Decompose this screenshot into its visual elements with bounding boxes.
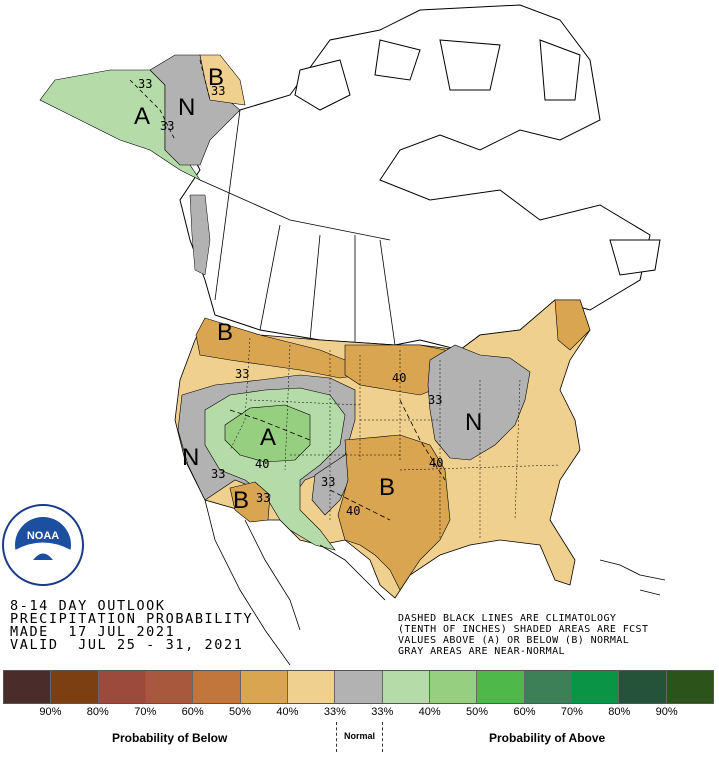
southern-plains-below-40-area [337,434,451,591]
legend-tick: 33% [371,706,394,718]
canada-outline [179,4,661,351]
alaska-normal-area [149,54,241,166]
legend-swatch [666,671,713,703]
valid-dates: VALID JUL 25 - 31, 2021 [10,637,244,653]
midwest-below-40-area [344,344,446,396]
contour-label: 33 [235,367,249,381]
socal-below-letter: B [233,487,249,514]
legend-swatch [335,671,383,703]
mexico-outline [204,499,666,666]
above-caption: Probability of Above [489,731,606,745]
legend-swatch [193,671,241,703]
great-lakes-normal-letter: N [465,409,482,436]
legend-swatch [429,671,478,703]
contour-labels: 33 33 33 33 33 33 40 40 40 40 33 33 [138,77,443,518]
california-normal-letter: N [182,444,199,471]
legend-tick: 90% [655,706,678,718]
legend-swatch [98,671,146,703]
outlook-header: 8-14 DAY OUTLOOK PRECIPITATION PROBABILI… [10,598,254,653]
legend-swatch [571,671,620,703]
state-lines [229,337,561,540]
legend-tick: 33% [323,706,346,718]
socal-below-area [229,481,271,523]
contour-label: 33 [211,467,225,481]
legend-swatch [619,671,667,703]
legend-tick: 50% [229,706,252,718]
northwest-below-letter: B [217,319,233,346]
alaska-climatology-line [129,59,211,141]
legend-swatch [145,671,194,703]
legend-ticks: 90% 80% 70% 60% 50% 40% 33% 33% 40% 50% … [3,706,714,718]
normal-divider-right [382,722,383,752]
contour-label: 33 [428,393,442,407]
legend-tick: 80% [608,706,631,718]
legend-tick: 80% [86,706,109,718]
contour-label: 40 [255,457,269,471]
legend-tick: 60% [513,706,536,718]
alaska-below-letter: B [208,64,224,91]
note-line: GRAY AREAS ARE NEAR-NORMAL [398,646,565,657]
made-date: MADE 17 JUL 2021 [10,624,176,640]
normal-caption: Normal [344,731,376,741]
precipitation-outlook-map: A N B B A N B B N 33 33 33 33 33 33 40 4… [2,4,666,666]
alaska [39,54,246,181]
noaa-logo-text: NOAA [27,530,59,542]
alaska-above-letter: A [134,103,150,130]
legend-tick: 60% [181,706,204,718]
note-line: VALUES ABOVE (A) OR BELOW (B) NORMAL [398,635,630,646]
noaa-logo: NOAA [2,504,84,586]
legend-tick: 90% [39,706,62,718]
legend-swatch [287,671,336,703]
legend-tick: 70% [134,706,157,718]
contour-label: 33 [138,77,152,91]
legend-tick: 40% [276,706,299,718]
legend-swatch [51,671,99,703]
contour-label: 40 [429,456,443,470]
note-line: (TENTH OF INCHES) SHADED AREAS ARE FCST [398,624,649,635]
alaska-normal-letter: N [178,94,195,121]
legend-swatch [524,671,572,703]
climatology-lines [229,399,446,521]
southwest-above-letter: A [260,424,276,451]
contour-label: 33 [321,475,335,489]
contour-label: 40 [392,371,406,385]
legend-tick: 50% [466,706,489,718]
outlook-subtitle: PRECIPITATION PROBABILITY [10,611,254,627]
conus [174,299,591,599]
outlook-title: 8-14 DAY OUTLOOK [10,598,166,614]
east-coast-below-40-area [554,299,591,351]
southwest-above-40-area [224,404,311,463]
normal-divider-left [336,722,337,752]
probability-legend [3,670,714,704]
legend-tick: 40% [418,706,441,718]
map-notes: DASHED BLACK LINES ARE CLIMATOLOGY (TENT… [398,613,648,657]
region-letters: A N B B A N B B N [134,64,482,514]
canada-province-lines [199,109,396,346]
legend-swatch [4,671,52,703]
legend-swatch [382,671,430,703]
below-caption: Probability of Below [112,731,228,745]
legend-tick: 70% [560,706,583,718]
contour-label: 33 [160,119,174,133]
contour-label: 33 [256,491,270,505]
contour-label: 33 [211,84,225,98]
legend-swatch [477,671,525,703]
great-lakes-normal-area [427,344,531,461]
contour-label: 40 [346,504,360,518]
southern-plains-below-letter: B [379,474,395,501]
legend-swatch [240,671,288,703]
note-line: DASHED BLACK LINES ARE CLIMATOLOGY [398,613,617,624]
alaska-below-area [199,54,246,106]
bc-coast-normal-area [189,194,211,276]
